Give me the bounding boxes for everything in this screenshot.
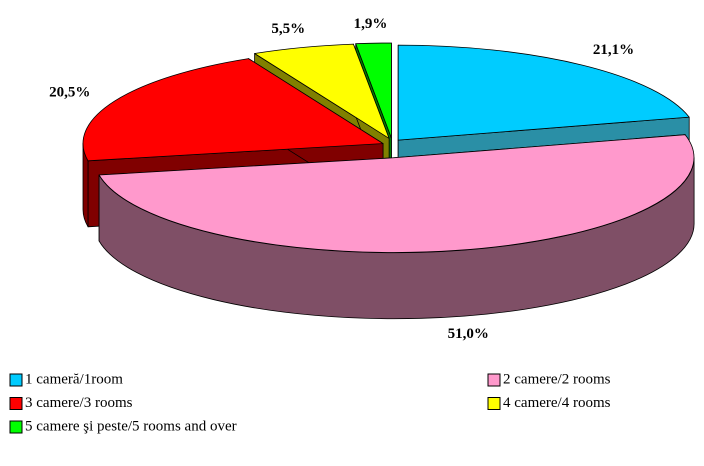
data-label: 51,0% <box>448 326 489 342</box>
legend-label: 2 camere/2 rooms <box>503 371 611 387</box>
legend-swatch <box>9 420 23 434</box>
legend-swatch <box>487 397 501 410</box>
slice <box>397 44 690 141</box>
slice <box>98 134 695 253</box>
data-label: 20,5% <box>49 84 90 100</box>
slice <box>355 42 392 139</box>
legend-swatch <box>9 373 23 387</box>
legend-label: 4 camere/4 rooms <box>503 395 611 411</box>
legend-label: 5 camere şi peste/5 rooms and over <box>25 418 237 434</box>
legend-label: 3 camere/3 rooms <box>25 395 133 411</box>
data-label: 21,1% <box>593 42 634 58</box>
legend-swatch <box>487 373 501 387</box>
data-label: 5,5% <box>271 21 305 37</box>
legend-label: 1 cameră/1room <box>25 371 123 387</box>
data-label: 1,9% <box>354 16 388 32</box>
slice <box>254 43 390 139</box>
legend-swatch <box>9 397 23 410</box>
slice <box>82 58 384 162</box>
